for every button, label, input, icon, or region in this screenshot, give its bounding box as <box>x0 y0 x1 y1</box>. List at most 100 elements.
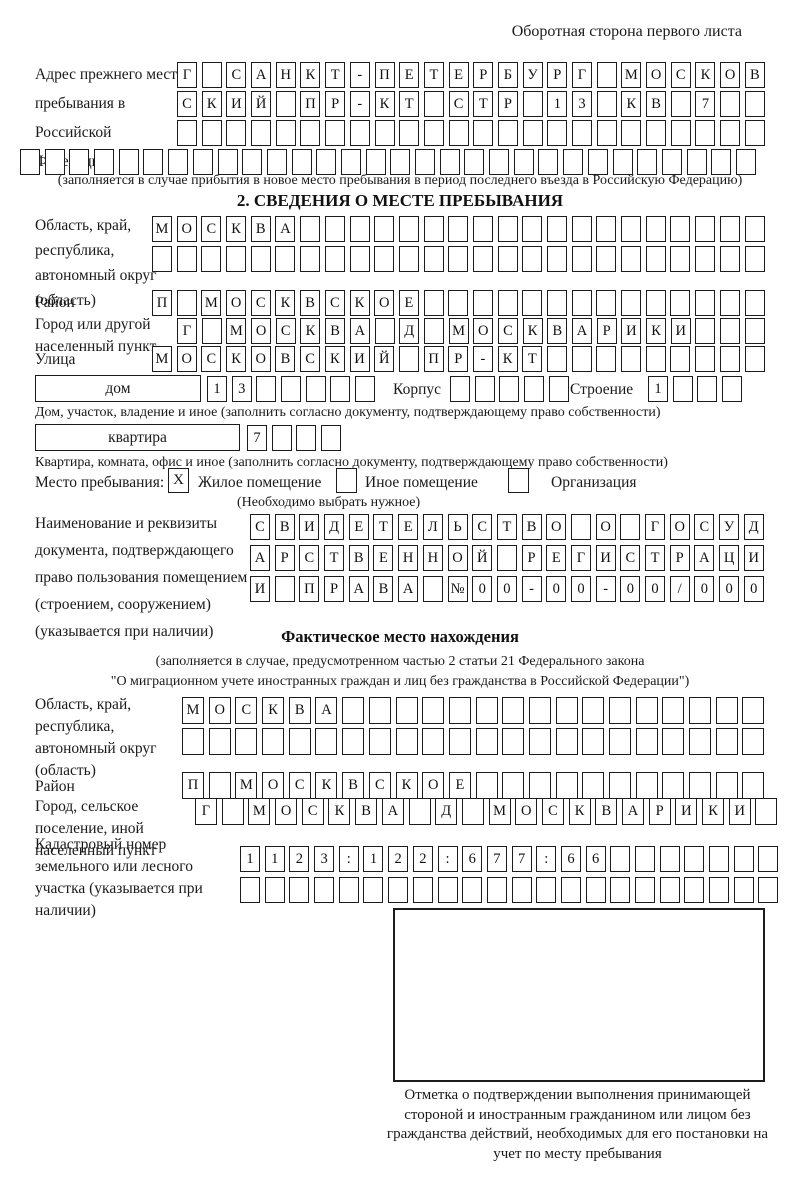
form-cell: Е <box>448 772 471 799</box>
form-cell <box>670 246 691 272</box>
form-cell <box>621 346 642 372</box>
street-label: Улица <box>35 351 76 368</box>
form-cell: А <box>275 216 296 242</box>
form-cell: С <box>288 772 311 799</box>
form-cell <box>744 290 765 316</box>
form-cell: И <box>250 576 270 602</box>
form-cell <box>168 149 189 175</box>
form-cell: И <box>595 545 616 571</box>
form-cell <box>274 576 295 602</box>
form-cell <box>755 798 778 825</box>
form-cell: С <box>368 772 391 799</box>
form-cell: К <box>349 290 370 316</box>
form-cell <box>719 346 740 372</box>
form-cell: Ь <box>447 514 468 540</box>
form-cell <box>522 246 543 272</box>
document-row-3: И П Р А В А № 0 0-0 0-0 0/0 0 0 <box>250 576 768 602</box>
form-cell <box>596 290 617 316</box>
form-cell <box>528 728 551 755</box>
form-cell: К <box>262 697 285 724</box>
form-cell: Е <box>448 62 469 88</box>
form-cell <box>422 697 445 724</box>
actual-district-label: Район <box>35 778 75 795</box>
form-cell: Г <box>570 545 591 571</box>
form-cell <box>349 216 370 242</box>
form-cell <box>596 246 617 272</box>
form-cell: В <box>355 798 378 825</box>
form-cell <box>719 290 740 316</box>
form-cell: 7 <box>695 91 716 117</box>
form-cell: Р <box>325 91 346 117</box>
form-cell: К <box>324 346 345 372</box>
form-cell: Е <box>546 545 567 571</box>
form-cell <box>289 877 310 903</box>
district-label: Район <box>35 294 75 311</box>
form-cell: 0 <box>743 576 764 602</box>
form-cell: О <box>250 346 271 372</box>
form-cell: 1 <box>264 846 285 872</box>
form-cell <box>201 318 222 344</box>
form-cell <box>201 246 222 272</box>
form-cell: О <box>720 62 741 88</box>
form-cell <box>697 376 718 402</box>
house-note: Дом, участок, владение и иное (заполнить… <box>35 405 661 420</box>
form-cell: - <box>521 576 542 602</box>
corner-note: Оборотная сторона первого листа <box>511 23 742 40</box>
form-cell <box>522 120 543 146</box>
form-cell <box>612 149 633 175</box>
actual-region-label: Область, край, республика, автономный ок… <box>35 696 157 779</box>
form-cell: С <box>472 514 493 540</box>
form-cell: Т <box>645 545 665 571</box>
form-cell <box>596 120 617 146</box>
form-cell: В <box>325 318 346 344</box>
form-cell <box>733 877 754 903</box>
form-cell <box>560 877 581 903</box>
form-cell <box>536 877 557 903</box>
prev-address-row-3 <box>177 120 770 146</box>
apartment-field-box: квартира <box>35 424 240 451</box>
form-cell <box>670 290 691 316</box>
form-cell <box>423 120 444 146</box>
actual-city-label: Город, сельское поселение, иной населенн… <box>35 798 157 859</box>
form-cell: И <box>728 798 751 825</box>
form-cell <box>486 877 507 903</box>
form-cell: Т <box>324 545 345 571</box>
form-cell: М <box>152 346 172 372</box>
form-cell <box>296 425 317 451</box>
form-cell <box>363 877 384 903</box>
form-cell: К <box>395 772 418 799</box>
form-cell <box>288 728 311 755</box>
form-cell <box>621 120 642 146</box>
form-cell <box>511 877 532 903</box>
form-cell <box>266 149 287 175</box>
form-cell <box>472 290 493 316</box>
form-cell <box>325 120 346 146</box>
form-cell: У <box>719 514 740 540</box>
form-cell <box>398 346 419 372</box>
form-cell <box>423 91 444 117</box>
form-cell: 0 <box>570 576 591 602</box>
actual-region-row-2 <box>182 728 769 755</box>
form-cell <box>461 798 484 825</box>
form-cell: Е <box>398 290 419 316</box>
form-cell <box>715 697 738 724</box>
form-cell: С <box>250 290 271 316</box>
form-cell: П <box>152 290 172 316</box>
checkbox-zhiloe: X <box>168 468 189 493</box>
form-cell <box>474 376 495 402</box>
form-cell <box>735 149 756 175</box>
form-cell <box>502 697 525 724</box>
form-cell <box>522 216 543 242</box>
form-cell: 3 <box>231 376 252 402</box>
form-cell: О <box>669 514 690 540</box>
form-cell <box>662 697 685 724</box>
form-cell <box>423 216 444 242</box>
form-cell <box>695 120 716 146</box>
form-cell <box>635 846 655 872</box>
form-cell: Й <box>472 545 493 571</box>
form-cell <box>555 697 578 724</box>
form-cell <box>635 772 658 799</box>
form-cell <box>422 728 445 755</box>
